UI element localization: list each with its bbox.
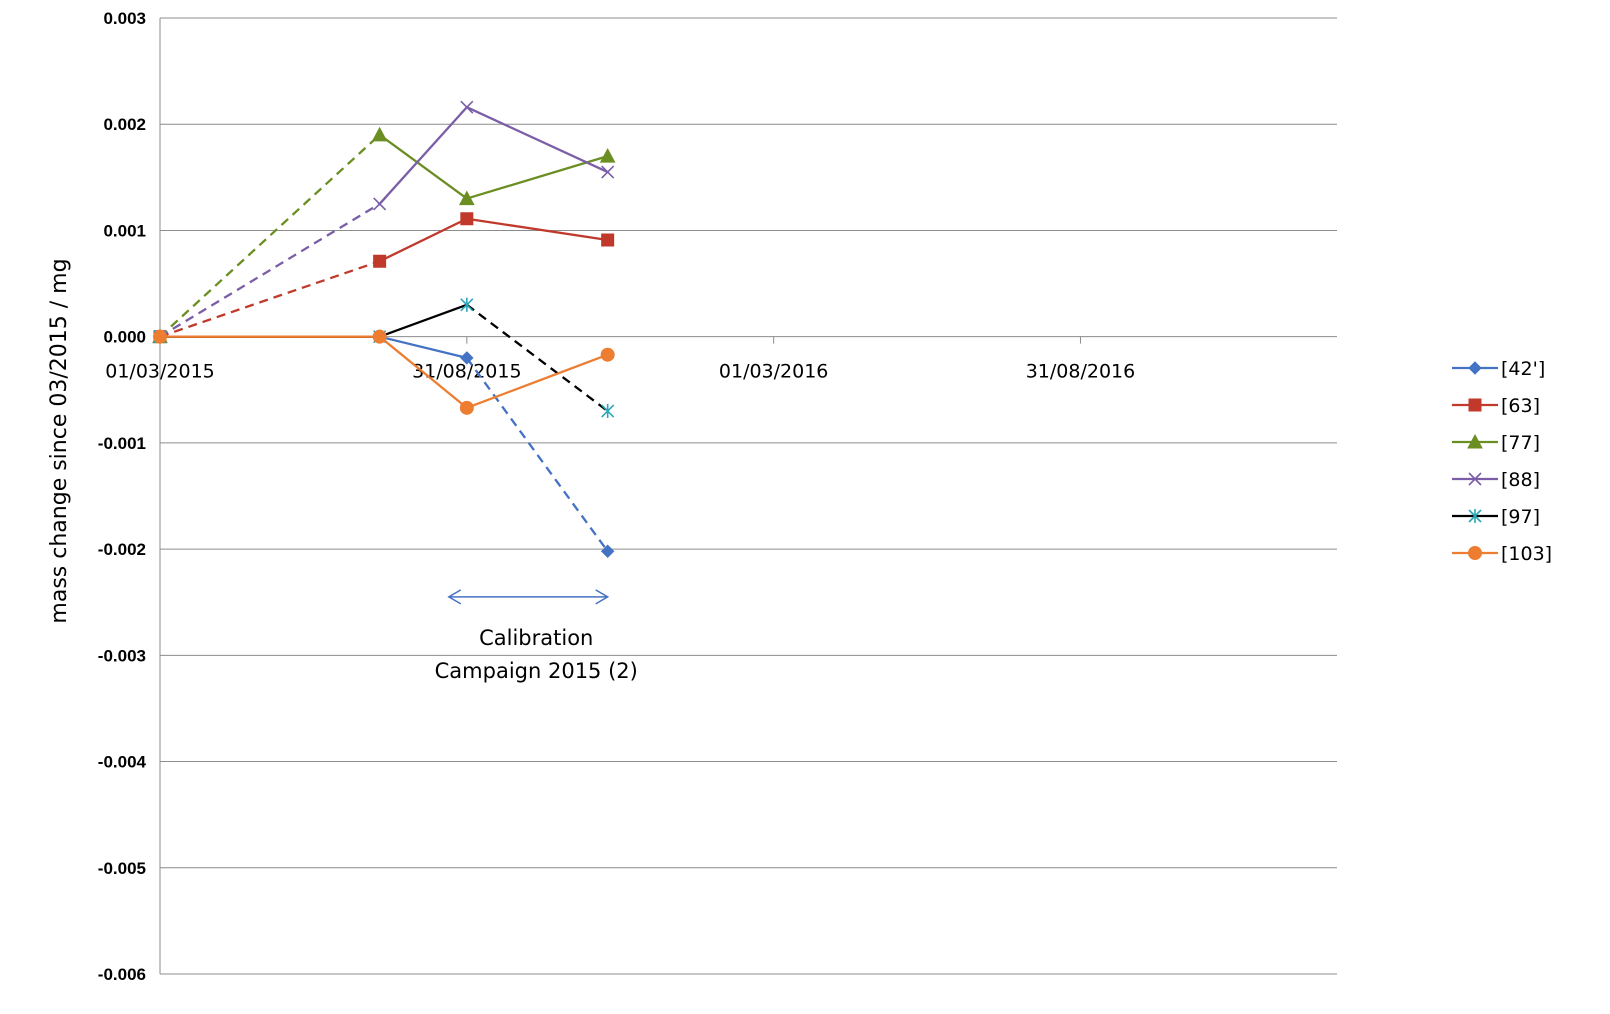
series-2 bbox=[152, 126, 616, 344]
series-line-segment bbox=[159, 202, 381, 338]
data-point bbox=[153, 329, 167, 344]
data-point bbox=[373, 197, 387, 211]
legend-label: [63] bbox=[1501, 395, 1540, 417]
data-point bbox=[601, 165, 615, 179]
legend-label: [103] bbox=[1501, 543, 1552, 565]
y-tick-label: 0.001 bbox=[103, 221, 146, 240]
series-line-segment bbox=[466, 303, 609, 412]
series-1 bbox=[153, 212, 615, 344]
arrowhead-right bbox=[595, 589, 610, 605]
series-line-segment bbox=[466, 353, 609, 409]
annotation-text: Calibration bbox=[479, 626, 593, 650]
y-tick-label: -0.004 bbox=[98, 753, 147, 772]
legend: [42'] [63] [77] [88] [97] [103] bbox=[1452, 358, 1552, 565]
data-point bbox=[601, 233, 615, 247]
data-point bbox=[601, 404, 615, 419]
data-point bbox=[460, 212, 474, 226]
y-tick-label: -0.002 bbox=[98, 540, 146, 559]
legend-marker bbox=[1468, 472, 1482, 486]
annotation: Calibration Campaign 2015 (2) bbox=[435, 589, 638, 683]
series-line-segment bbox=[465, 357, 609, 552]
legend-label: [88] bbox=[1501, 469, 1540, 491]
y-tick-labels: 0.003 0.002 0.001 0.000 -0.001 -0.002 -0.003 -0… bbox=[98, 9, 147, 984]
data-point bbox=[460, 351, 474, 365]
data-point bbox=[373, 254, 387, 268]
series-line-segment bbox=[466, 217, 608, 242]
data-point bbox=[460, 297, 474, 312]
series-line-segment bbox=[379, 335, 468, 360]
y-tick-label: -0.005 bbox=[98, 859, 146, 878]
y-tick-label: 0.002 bbox=[103, 115, 146, 134]
legend-label: [77] bbox=[1501, 432, 1540, 454]
series-line-segment bbox=[466, 106, 609, 174]
data-point bbox=[600, 544, 615, 558]
y-axis-label: mass change since 03/2015 / mg bbox=[47, 258, 72, 623]
data-point bbox=[459, 400, 474, 415]
x-tick-label: 01/03/2016 bbox=[719, 361, 829, 383]
data-point bbox=[372, 329, 387, 344]
x-tick-label: 01/03/2015 bbox=[105, 361, 215, 383]
legend-item: [97] bbox=[1452, 506, 1540, 528]
legend-label: [42'] bbox=[1501, 358, 1545, 380]
legend-label: [97] bbox=[1501, 506, 1540, 528]
gridlines bbox=[159, 17, 1337, 975]
x-tick-labels: 01/03/2015 31/08/2015 01/03/2016 31/08/2016 bbox=[105, 336, 1136, 383]
series-line-segment bbox=[378, 335, 468, 409]
series-line-segment bbox=[466, 154, 608, 200]
x-tick-label: 31/08/2015 bbox=[412, 361, 522, 383]
legend-item: [88] bbox=[1452, 469, 1540, 491]
data-point bbox=[460, 100, 474, 114]
legend-marker bbox=[1468, 509, 1482, 523]
arrowhead-left bbox=[447, 589, 462, 605]
series-line-segment bbox=[379, 217, 468, 263]
legend-marker bbox=[1467, 433, 1483, 449]
data-point bbox=[600, 347, 615, 362]
series-group bbox=[152, 100, 616, 558]
legend-item: [103] bbox=[1452, 543, 1552, 565]
legend-item: [63] bbox=[1452, 395, 1540, 417]
y-tick-label: -0.001 bbox=[98, 434, 146, 453]
y-tick-label: -0.003 bbox=[98, 646, 146, 665]
annotation-text: Campaign 2015 (2) bbox=[435, 659, 638, 683]
legend-marker bbox=[1468, 398, 1482, 412]
legend-marker bbox=[1468, 361, 1482, 375]
legend-item: [42'] bbox=[1452, 358, 1545, 380]
series-line-segment bbox=[379, 303, 468, 338]
series-line-segment bbox=[378, 106, 468, 205]
y-tick-label: -0.006 bbox=[98, 965, 146, 984]
y-tick-label: 0.000 bbox=[103, 328, 146, 347]
series-line-segment bbox=[378, 133, 468, 200]
data-point bbox=[599, 148, 616, 163]
y-tick-label: 0.003 bbox=[103, 9, 146, 28]
data-point bbox=[458, 190, 475, 206]
data-point bbox=[371, 126, 388, 142]
legend-marker bbox=[1468, 546, 1482, 560]
legend-item: [77] bbox=[1452, 432, 1540, 454]
series-line-segment bbox=[159, 260, 381, 338]
x-tick-label: 31/08/2016 bbox=[1026, 361, 1136, 383]
series-5 bbox=[153, 329, 615, 415]
series-line-segment bbox=[159, 133, 381, 338]
